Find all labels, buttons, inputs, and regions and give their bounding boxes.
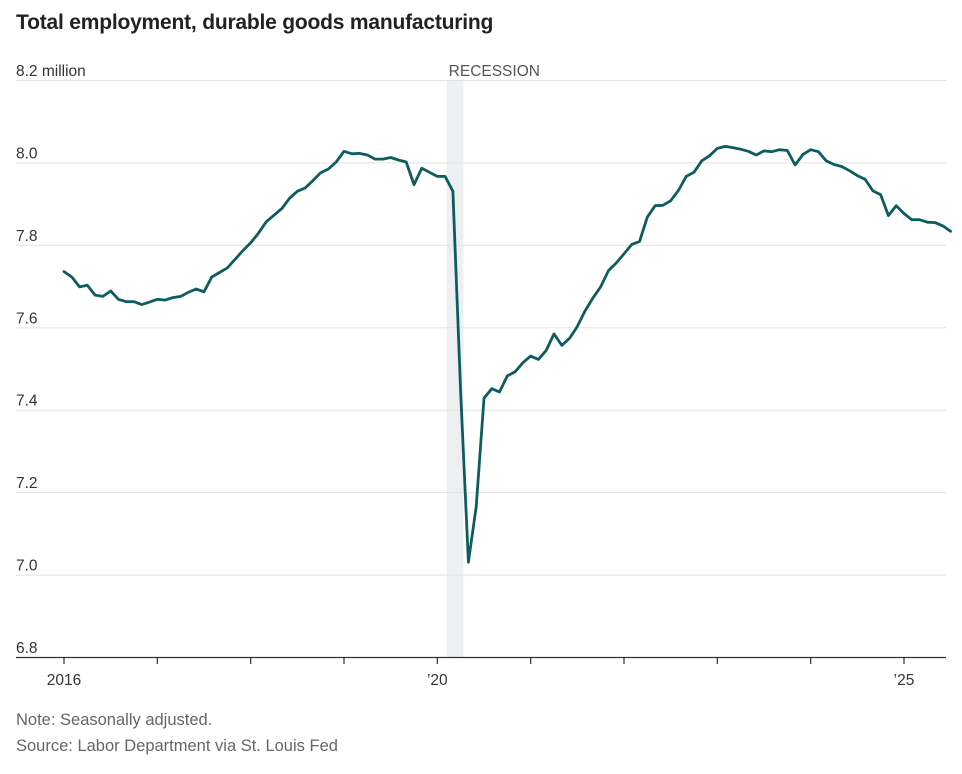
recession-label: RECESSION [449,63,540,80]
chart-title: Total employment, durable goods manufact… [16,11,494,34]
x-tick-label-4: ’20 [427,672,448,689]
y-tick-label-4: 7.4 [16,393,38,410]
recession-band-layer: RECESSION [446,63,540,657]
y-tick-label-3: 7.6 [16,310,38,327]
x-axis: 2016 ’20 ’25 [16,656,946,689]
x-tick-label-9: ’25 [894,672,915,689]
y-axis-labels: 8.2 million 8.0 7.8 7.6 7.4 7.2 7.0 6.8 [16,63,86,657]
y-tick-label-7: 6.8 [16,640,38,657]
grid-layer [16,80,946,576]
y-tick-label-5: 7.2 [16,475,38,492]
chart-note: Note: Seasonally adjusted. [16,711,213,729]
recession-band [446,80,464,657]
y-tick-label-0: 8.2 million [16,63,86,80]
y-tick-label-6: 7.0 [16,558,38,575]
x-tick-label-0: 2016 [47,672,81,689]
y-tick-label-2: 7.8 [16,228,38,245]
chart-source: Source: Labor Department via St. Louis F… [16,737,338,755]
y-tick-label-1: 8.0 [16,145,38,162]
series-line-0 [62,145,952,564]
series-layer [62,145,952,564]
